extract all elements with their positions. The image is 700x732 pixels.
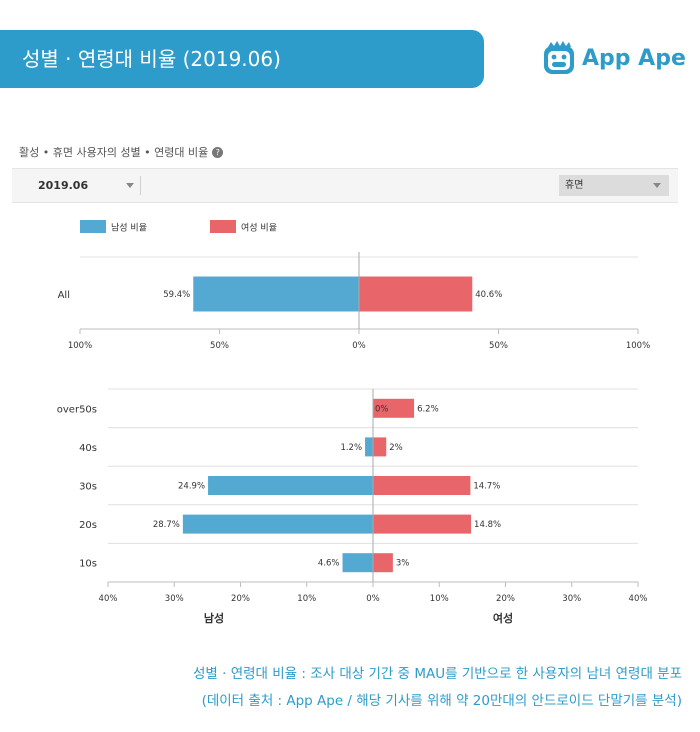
data-label-female-all: 40.6%	[475, 290, 502, 300]
data-label-male-all: 59.4%	[163, 290, 190, 300]
data-label-female-over50s: 6.2%	[417, 404, 439, 414]
bar-female-20s	[373, 514, 472, 534]
x-tick-label: 0%	[366, 594, 380, 604]
bar-male-10s	[342, 553, 373, 573]
x-tick-label: 50%	[210, 341, 229, 351]
date-select[interactable]: 2019.06	[38, 169, 88, 202]
category-label-all: All	[58, 290, 70, 301]
x-tick-label: 20%	[496, 594, 515, 604]
data-label-male-10s: 4.6%	[318, 559, 340, 569]
header-banner: 성별 · 연령대 비율 (2019.06)	[0, 30, 484, 88]
app-ape-logo: App Ape	[542, 38, 686, 78]
category-label-10s: 10s	[79, 559, 97, 570]
x-tick-label: 0%	[352, 341, 366, 351]
bar-female-30s	[373, 476, 471, 495]
subtitle-text: 활성 • 휴면 사용자의 성별 • 연령대 비율	[19, 146, 209, 159]
x-tick-label: 40%	[99, 594, 118, 604]
x-tick-label: 30%	[165, 594, 184, 604]
x-tick-label: 30%	[562, 594, 581, 604]
bar-male-40s	[365, 437, 373, 457]
data-label-female-40s: 2%	[389, 443, 403, 453]
bar-female-over50s	[373, 398, 415, 418]
data-label-female-20s: 14.8%	[474, 520, 501, 530]
category-label-over50s: over50s	[57, 404, 97, 415]
x-axis-label-female: 여성	[493, 611, 513, 625]
x-tick-label: 20%	[231, 594, 250, 604]
bar-male-20s	[182, 514, 373, 534]
bar-male-30s	[208, 476, 373, 495]
x-tick-label: 10%	[430, 594, 449, 604]
date-select-value: 2019.06	[38, 179, 89, 192]
x-tick-label: 10%	[297, 594, 316, 604]
logo-text: App Ape	[582, 45, 686, 71]
caption-line-2: (데이터 출처 : App Ape / 해당 기사를 위해 약 20만대의 안드…	[201, 693, 682, 709]
x-tick-label: 40%	[629, 594, 648, 604]
help-icon[interactable]: ?	[212, 147, 224, 158]
filter-bar: 2019.06 휴면	[12, 168, 678, 203]
category-label-40s: 40s	[79, 443, 97, 454]
data-label-male-over50s: 0%	[375, 404, 389, 414]
bar-female-40s	[373, 437, 387, 457]
data-label-male-20s: 28.7%	[153, 520, 180, 530]
data-label-female-30s: 14.7%	[473, 482, 500, 492]
legend-female-label: 여성 비율	[241, 222, 277, 234]
status-select[interactable]: 휴면	[559, 175, 669, 196]
category-label-30s: 30s	[79, 482, 97, 493]
x-tick-label: 100%	[626, 341, 650, 351]
ape-face-icon	[544, 41, 574, 74]
filter-divider	[140, 176, 141, 195]
x-tick-label: 100%	[68, 341, 92, 351]
caption-line-1: 성별 · 연령대 비율 : 조사 대상 기간 중 MAU를 기반으로 한 사용자…	[193, 666, 682, 682]
bar-female-10s	[373, 553, 393, 573]
x-tick-label: 50%	[489, 341, 508, 351]
x-axis-label-male: 남성	[204, 611, 224, 625]
data-label-male-30s: 24.9%	[178, 482, 205, 492]
chart-subtitle: 활성 • 휴면 사용자의 성별 • 연령대 비율?	[19, 144, 224, 160]
legend-female-swatch	[210, 220, 236, 233]
category-label-20s: 20s	[79, 520, 97, 531]
legend-male-swatch	[80, 220, 106, 233]
bar-female-all	[359, 276, 473, 312]
chevron-down-icon[interactable]	[653, 183, 661, 188]
status-select-value: 휴면	[565, 180, 584, 191]
data-label-female-10s: 3%	[396, 559, 410, 569]
chevron-down-icon[interactable]	[126, 183, 134, 188]
page-title: 성별 · 연령대 비율 (2019.06)	[22, 47, 281, 71]
bar-male-all	[193, 276, 359, 312]
legend-male-label: 남성 비율	[111, 223, 147, 234]
data-label-male-40s: 1.2%	[340, 443, 362, 453]
